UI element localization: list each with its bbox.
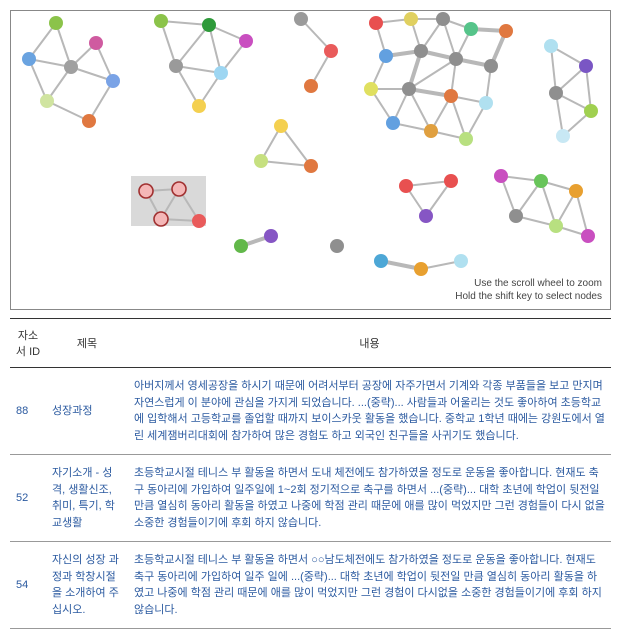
graph-node[interactable] [419, 209, 433, 223]
hint-zoom: Use the scroll wheel to zoom [455, 277, 602, 290]
graph-edge [409, 89, 431, 131]
graph-node[interactable] [484, 59, 498, 73]
graph-node[interactable] [386, 116, 400, 130]
graph-node[interactable] [424, 124, 438, 138]
graph-edge [281, 126, 311, 166]
graph-node[interactable] [369, 16, 383, 30]
cell-content: 초등학교시절 테니스 부 활동을 하면서 ○○남도체전에도 참가하였을 정도로 … [128, 542, 611, 629]
graph-node[interactable] [509, 209, 523, 223]
graph-node[interactable] [169, 59, 183, 73]
graph-node[interactable] [264, 229, 278, 243]
col-header-id: 자소서 ID [10, 319, 46, 368]
graph-node[interactable] [214, 66, 228, 80]
table-row: 88성장과정아버지께서 영세공장을 하시기 때문에 어려서부터 공장에 자주가면… [10, 368, 611, 455]
cell-content: 초등학교시절 테니스 부 활동을 하면서 도내 체전에도 참가하였을 정도로 운… [128, 455, 611, 542]
graph-node[interactable] [254, 154, 268, 168]
graph-hint: Use the scroll wheel to zoom Hold the sh… [455, 277, 602, 303]
graph-node[interactable] [402, 82, 416, 96]
cell-title: 자신의 성장 과정과 학창시절을 소개하여 주십시오. [46, 542, 128, 629]
graph-node[interactable] [82, 114, 96, 128]
graph-node[interactable] [569, 184, 583, 198]
graph-node[interactable] [414, 44, 428, 58]
graph-node[interactable] [239, 34, 253, 48]
col-header-content: 내용 [128, 319, 611, 368]
graph-node[interactable] [464, 22, 478, 36]
graph-edge [161, 21, 209, 25]
col-header-title: 제목 [46, 319, 128, 368]
graph-edge [176, 25, 209, 66]
graph-node[interactable] [449, 52, 463, 66]
cell-title: 성장과정 [46, 368, 128, 455]
graph-node[interactable] [444, 174, 458, 188]
graph-edge [551, 46, 556, 93]
network-graph-panel[interactable]: Use the scroll wheel to zoom Hold the sh… [10, 10, 611, 310]
graph-node[interactable] [139, 184, 153, 198]
graph-edge [209, 25, 221, 73]
graph-node[interactable] [202, 18, 216, 32]
graph-node[interactable] [549, 86, 563, 100]
graph-node[interactable] [304, 159, 318, 173]
graph-edge [161, 21, 176, 66]
graph-edge [261, 161, 311, 166]
network-graph[interactable] [11, 11, 611, 310]
graph-node[interactable] [294, 12, 308, 26]
graph-node[interactable] [106, 74, 120, 88]
graph-node[interactable] [154, 14, 168, 28]
graph-node[interactable] [494, 169, 508, 183]
graph-node[interactable] [556, 129, 570, 143]
graph-node[interactable] [64, 60, 78, 74]
graph-node[interactable] [49, 16, 63, 30]
graph-node[interactable] [154, 212, 168, 226]
graph-node[interactable] [584, 104, 598, 118]
graph-node[interactable] [364, 82, 378, 96]
graph-node[interactable] [192, 214, 206, 228]
graph-node[interactable] [40, 94, 54, 108]
graph-edge [541, 181, 556, 226]
graph-node[interactable] [581, 229, 595, 243]
graph-node[interactable] [399, 179, 413, 193]
graph-node[interactable] [534, 174, 548, 188]
graph-node[interactable] [499, 24, 513, 38]
graph-node[interactable] [304, 79, 318, 93]
cell-id: 88 [10, 368, 46, 455]
graph-node[interactable] [330, 239, 344, 253]
graph-node[interactable] [544, 39, 558, 53]
graph-node[interactable] [479, 96, 493, 110]
graph-node[interactable] [444, 89, 458, 103]
graph-node[interactable] [234, 239, 248, 253]
graph-node[interactable] [436, 12, 450, 26]
graph-node[interactable] [459, 132, 473, 146]
graph-node[interactable] [404, 12, 418, 26]
graph-node[interactable] [172, 182, 186, 196]
cell-content: 아버지께서 영세공장을 하시기 때문에 어려서부터 공장에 자주가면서 기계와 … [128, 368, 611, 455]
graph-node[interactable] [89, 36, 103, 50]
hint-select: Hold the shift key to select nodes [455, 290, 602, 303]
cell-id: 54 [10, 542, 46, 629]
graph-node[interactable] [324, 44, 338, 58]
graph-node[interactable] [374, 254, 388, 268]
graph-node[interactable] [414, 262, 428, 276]
table-row: 54자신의 성장 과정과 학창시절을 소개하여 주십시오.초등학교시절 테니스 … [10, 542, 611, 629]
graph-node[interactable] [579, 59, 593, 73]
table-row: 52자기소개 - 성격, 생활신조, 취미, 특기, 학교생활초등학교시절 테니… [10, 455, 611, 542]
graph-node[interactable] [192, 99, 206, 113]
graph-node[interactable] [274, 119, 288, 133]
documents-table: 자소서 ID 제목 내용 88성장과정아버지께서 영세공장을 하시기 때문에 어… [10, 318, 611, 629]
graph-node[interactable] [22, 52, 36, 66]
cell-id: 52 [10, 455, 46, 542]
graph-node[interactable] [454, 254, 468, 268]
cell-title: 자기소개 - 성격, 생활신조, 취미, 특기, 학교생활 [46, 455, 128, 542]
graph-node[interactable] [549, 219, 563, 233]
graph-node[interactable] [379, 49, 393, 63]
